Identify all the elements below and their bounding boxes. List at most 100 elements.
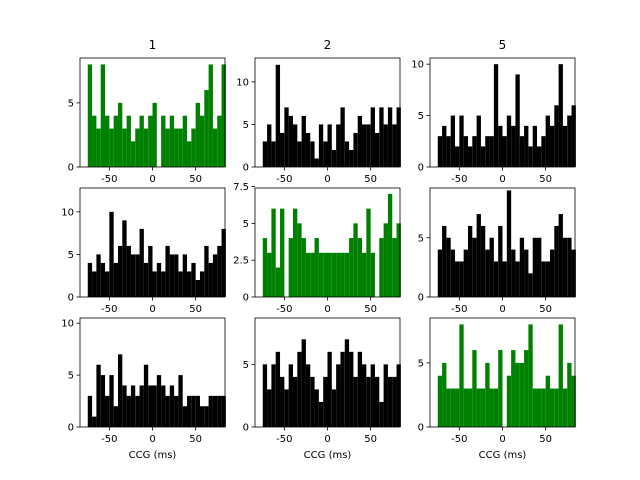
x-tick-label: -50 — [451, 304, 467, 315]
histogram-bar — [567, 362, 572, 427]
histogram-bar — [472, 350, 477, 427]
histogram-bar — [476, 214, 481, 297]
histogram-bar — [463, 249, 468, 297]
histogram-bar — [148, 385, 153, 427]
histogram-bar — [139, 228, 144, 298]
histogram-bar — [135, 254, 140, 297]
x-axis-label: CCG (ms) — [129, 450, 177, 461]
histogram-bar — [187, 141, 192, 167]
histogram-bar — [485, 362, 490, 427]
histogram-bar — [336, 124, 341, 167]
histogram-bar — [537, 146, 542, 167]
histogram-bar — [442, 362, 447, 427]
histogram-bar — [148, 115, 153, 167]
histogram-bar — [349, 149, 354, 167]
histogram-bar — [135, 395, 140, 427]
histogram-bar — [297, 351, 302, 427]
x-tick-label: 50 — [364, 174, 377, 185]
histogram-bar — [113, 406, 118, 427]
histogram-bar — [178, 128, 183, 167]
histogram-bar — [515, 74, 520, 167]
histogram-bar — [182, 406, 188, 427]
histogram-bar — [455, 261, 460, 297]
histogram-bar — [370, 364, 375, 427]
histogram-bar — [212, 128, 218, 167]
histogram-bar — [191, 395, 196, 427]
histogram-bar — [396, 364, 401, 427]
x-tick-label: -50 — [276, 304, 292, 315]
histogram-bar — [305, 252, 311, 297]
histogram-bar — [195, 102, 200, 167]
histogram-bar — [174, 254, 179, 297]
histogram-bar — [506, 375, 512, 427]
histogram-bar — [541, 261, 546, 297]
histogram-bar — [374, 376, 380, 427]
histogram-bar — [191, 262, 196, 297]
histogram-bar — [480, 146, 486, 167]
histogram-bar — [353, 132, 358, 167]
histogram-bar — [323, 376, 328, 427]
histogram-bar — [344, 339, 350, 427]
histogram-bar — [292, 208, 298, 297]
histogram-bar — [126, 115, 131, 167]
histogram-bar — [524, 125, 529, 167]
histogram-bar — [480, 225, 486, 297]
histogram-bar — [537, 388, 542, 427]
subplot-2-2: -50 0 50 0 5 CCG (ms) — [418, 317, 576, 461]
histogram-bar — [558, 64, 563, 167]
histogram-bar — [511, 350, 516, 427]
histogram-bar — [314, 389, 319, 427]
histogram-bar — [558, 324, 563, 427]
histogram-bar — [152, 102, 157, 167]
histogram-bar — [392, 238, 397, 297]
histogram-bar — [130, 385, 136, 427]
histogram-bar — [139, 385, 144, 427]
histogram-bar — [571, 105, 576, 167]
histogram-bar — [353, 376, 358, 427]
histogram-bar — [204, 245, 209, 297]
x-tick-label: -50 — [101, 174, 117, 185]
y-tick-label: 5 — [243, 120, 249, 131]
histogram-bar — [519, 237, 525, 297]
y-tick-label: 5 — [68, 371, 74, 382]
histogram-bar — [143, 128, 149, 167]
histogram-bar — [344, 252, 350, 297]
histogram-bar — [463, 136, 468, 167]
histogram-bar — [139, 115, 144, 167]
histogram-bar — [156, 375, 162, 427]
histogram-bar — [267, 252, 272, 297]
histogram-bar — [532, 237, 538, 297]
histogram-bar — [182, 254, 188, 297]
column-title: 2 — [324, 38, 332, 52]
histogram-bar — [357, 351, 363, 427]
y-tick-label: 0 — [68, 423, 74, 434]
histogram-bar — [545, 375, 550, 427]
histogram-bar — [532, 125, 538, 167]
histogram-bar — [383, 124, 388, 167]
histogram-bar — [562, 237, 568, 297]
y-tick-label: 10 — [61, 319, 74, 330]
histogram-bar — [374, 132, 380, 167]
y-tick-label: 0 — [243, 293, 249, 304]
histogram-bar — [511, 125, 516, 167]
histogram-bar — [271, 364, 276, 427]
histogram-bar — [187, 395, 192, 427]
x-tick-label: 50 — [189, 434, 202, 445]
histogram-bar — [165, 395, 170, 427]
histogram-bar — [96, 364, 101, 427]
histogram-bar — [217, 395, 222, 427]
histogram-bar — [195, 395, 200, 427]
histogram-bar — [96, 254, 101, 297]
histogram-bar — [217, 115, 222, 167]
histogram-bar — [446, 136, 451, 167]
histogram-bar — [109, 128, 114, 167]
histogram-bar — [331, 252, 337, 297]
histogram-bar — [267, 124, 272, 167]
histogram-bar — [174, 128, 179, 167]
histogram-bar — [387, 107, 393, 167]
histogram-bar — [571, 249, 576, 297]
histogram-bar — [515, 362, 520, 427]
x-tick-label: 0 — [149, 174, 155, 185]
x-axis-label: CCG (ms) — [479, 450, 527, 461]
